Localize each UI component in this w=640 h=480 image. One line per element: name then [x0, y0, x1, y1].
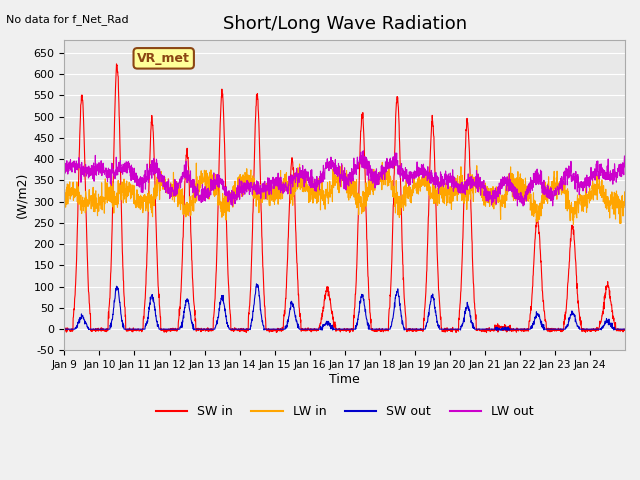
Legend: SW in, LW in, SW out, LW out: SW in, LW in, SW out, LW out — [150, 400, 539, 423]
LW out — [238, 185, 246, 191]
LW in — [621, 204, 629, 210]
LW out — [621, 160, 629, 166]
SW out — [614, 326, 621, 332]
LW in — [378, 159, 386, 165]
Text: No data for f_Net_Rad: No data for f_Net_Rad — [6, 14, 129, 25]
LW out — [360, 148, 367, 154]
Line: SW out: SW out — [65, 284, 625, 330]
LW out — [61, 172, 68, 178]
LW in — [61, 203, 68, 209]
SW in — [113, 61, 120, 67]
X-axis label: Time: Time — [330, 373, 360, 386]
Y-axis label: (W/m2): (W/m2) — [15, 172, 28, 218]
SW out — [190, 327, 198, 333]
Line: SW in: SW in — [65, 64, 625, 333]
LW out — [228, 203, 236, 209]
SW out — [238, 326, 246, 332]
SW out — [379, 326, 387, 332]
LW in — [379, 176, 387, 181]
SW in — [238, 326, 246, 332]
SW in — [614, 326, 621, 332]
LW in — [545, 185, 553, 191]
LW in — [614, 192, 621, 198]
SW out — [116, 304, 124, 310]
SW in — [483, 330, 490, 336]
SW out — [546, 326, 554, 332]
SW in — [621, 326, 629, 332]
Title: Short/Long Wave Radiation: Short/Long Wave Radiation — [223, 15, 467, 33]
LW in — [116, 182, 124, 188]
Line: LW in: LW in — [65, 162, 625, 224]
SW out — [61, 326, 68, 332]
LW in — [570, 221, 577, 227]
SW in — [116, 177, 124, 183]
LW in — [237, 174, 245, 180]
Text: VR_met: VR_met — [138, 52, 190, 65]
LW in — [514, 177, 522, 182]
SW out — [621, 326, 629, 332]
SW in — [546, 327, 554, 333]
LW out — [614, 174, 621, 180]
SW out — [253, 281, 260, 287]
SW in — [514, 327, 522, 333]
LW out — [546, 191, 554, 196]
SW in — [379, 326, 387, 332]
SW out — [514, 326, 522, 332]
LW out — [379, 169, 387, 175]
LW out — [116, 158, 124, 164]
SW in — [61, 328, 68, 334]
LW out — [514, 196, 522, 202]
Line: LW out: LW out — [65, 151, 625, 206]
